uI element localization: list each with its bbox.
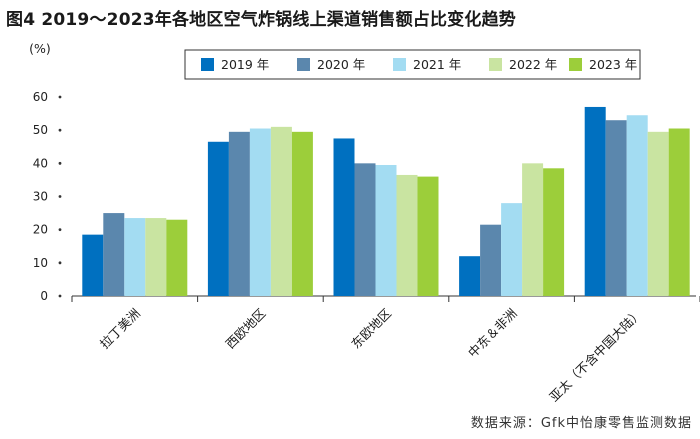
legend-label: 2020 年 bbox=[317, 57, 365, 72]
bar-5-2022 bbox=[647, 131, 669, 296]
y-tick-label: 10 bbox=[33, 256, 48, 270]
y-axis-unit: (%) bbox=[29, 41, 51, 56]
bar-4-2019 bbox=[459, 256, 481, 296]
bar-2-2020 bbox=[228, 131, 250, 296]
bar-3-2023 bbox=[417, 176, 439, 296]
legend-label: 2022 年 bbox=[509, 57, 557, 72]
y-tick-mark bbox=[58, 161, 62, 165]
bar-5-2020 bbox=[605, 120, 627, 296]
bar-2-2022 bbox=[270, 126, 292, 296]
legend-swatch bbox=[297, 58, 310, 71]
category-labels: 拉丁美洲 西欧地区 东欧地区 中东＆非洲 亚太（不含中国大陆） bbox=[97, 306, 645, 405]
y-tick-mark bbox=[58, 195, 62, 198]
category-label: 东欧地区 bbox=[348, 306, 394, 352]
bar-3-2022 bbox=[396, 174, 418, 296]
y-tick-label: 60 bbox=[33, 90, 48, 104]
bar-3-2020 bbox=[354, 163, 376, 296]
legend-label: 2019 年 bbox=[221, 57, 269, 72]
bar-1-2020 bbox=[103, 213, 125, 296]
category-label: 中东＆非洲 bbox=[465, 306, 520, 361]
source-note: 数据来源：Gfk中怡康零售监测数据 bbox=[470, 416, 692, 431]
legend-swatch bbox=[393, 58, 406, 71]
y-tick-label: 20 bbox=[33, 223, 48, 237]
bar-4-2021 bbox=[501, 203, 523, 296]
bar-4-2023 bbox=[543, 168, 565, 296]
chart-title: 图4 2019～2023年各地区空气炸锅线上渠道销售额占比变化趋势 bbox=[6, 10, 516, 30]
y-tick-mark bbox=[58, 128, 62, 132]
y-tick-label: 40 bbox=[33, 156, 48, 170]
legend: 2019 年 2020 年 2021 年 2022 年 2023 年 bbox=[184, 49, 641, 80]
bar-2-2021 bbox=[249, 128, 271, 296]
bar-1-2022 bbox=[145, 218, 167, 296]
bar-3-2019 bbox=[333, 138, 355, 296]
bar-2-2019 bbox=[207, 141, 229, 296]
category-label: 西欧地区 bbox=[223, 306, 269, 352]
bar-3-2021 bbox=[375, 164, 397, 296]
y-tick-mark bbox=[58, 294, 62, 298]
bar-1-2019 bbox=[82, 234, 104, 296]
legend-swatch bbox=[489, 58, 502, 71]
y-tick-mark bbox=[58, 261, 62, 265]
category-label: 亚太（不含中国大陆） bbox=[546, 306, 645, 405]
bar-1-2023 bbox=[166, 219, 188, 296]
bar-5-2023 bbox=[668, 128, 690, 296]
bar-4-2022 bbox=[522, 163, 544, 296]
bar-5-2019 bbox=[584, 106, 606, 296]
category-label: 拉丁美洲 bbox=[97, 306, 143, 352]
legend-label: 2023 年 bbox=[589, 57, 637, 72]
bars bbox=[82, 106, 690, 296]
bar-5-2021 bbox=[626, 115, 648, 296]
bar-2-2023 bbox=[291, 131, 313, 296]
y-tick-label: 30 bbox=[33, 190, 48, 204]
bar-4-2020 bbox=[480, 224, 502, 296]
legend-label: 2021 年 bbox=[413, 57, 461, 72]
legend-swatch bbox=[201, 58, 214, 71]
legend-swatch bbox=[569, 58, 582, 71]
y-tick-label: 0 bbox=[40, 289, 48, 303]
y-tick-mark bbox=[58, 95, 62, 99]
bar-1-2021 bbox=[124, 218, 146, 296]
y-tick-label: 50 bbox=[33, 123, 48, 137]
y-tick-mark bbox=[58, 228, 62, 232]
